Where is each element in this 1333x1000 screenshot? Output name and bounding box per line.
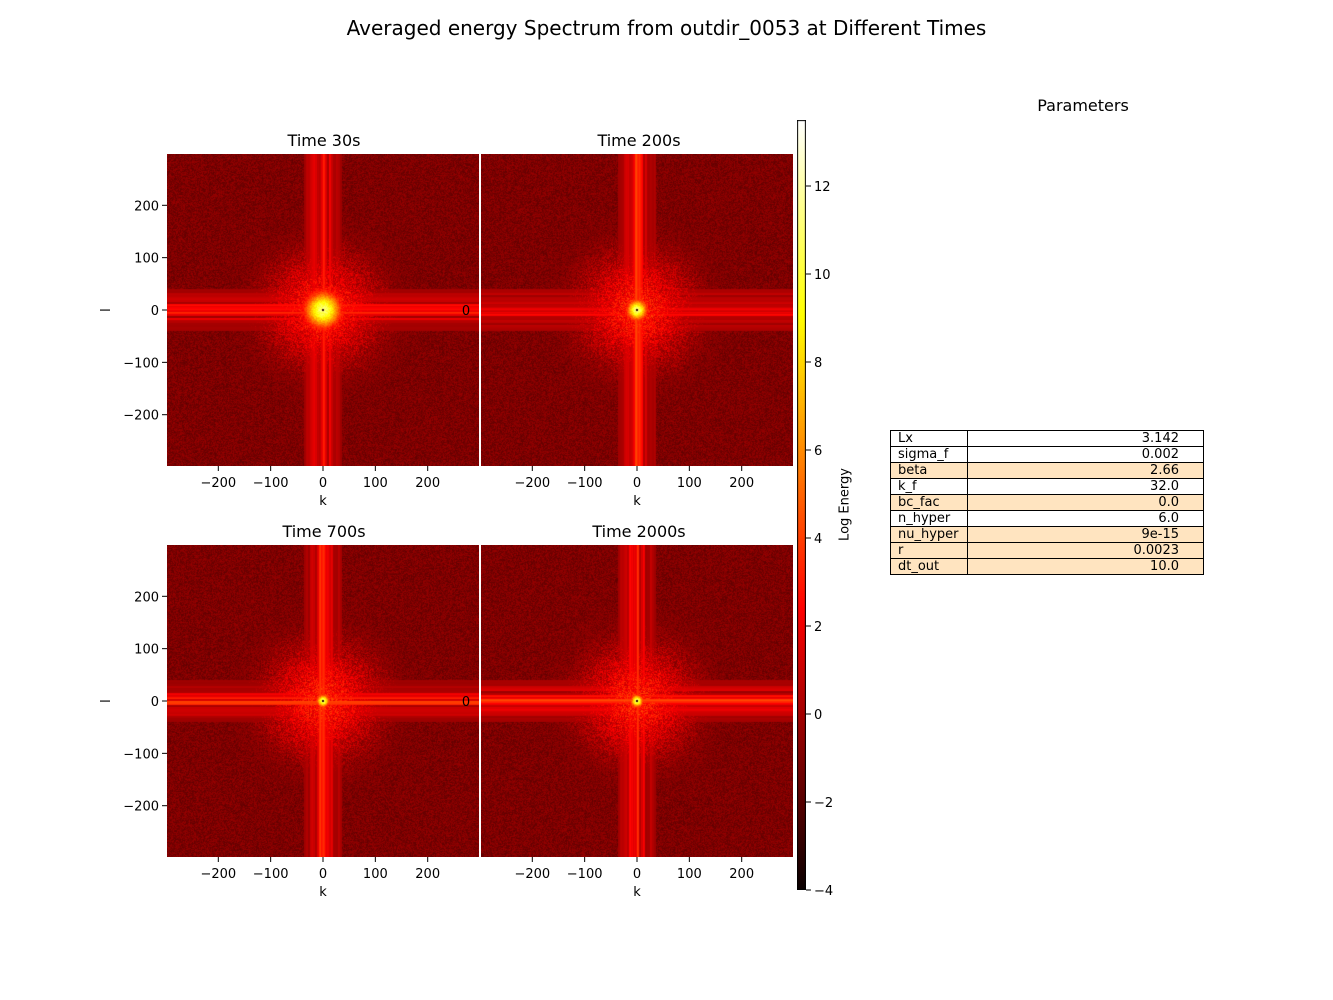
parameter-row: beta 2.66 xyxy=(890,462,1204,479)
x-tick-label: −100 xyxy=(567,476,603,491)
y-tick-label: 200 xyxy=(134,199,159,214)
colorbar-tick-label: 10 xyxy=(814,268,831,283)
panel-title-1: Time 30s xyxy=(287,131,361,150)
x-tick-label: 200 xyxy=(415,867,440,882)
y-tick-label: −100 xyxy=(123,747,159,762)
parameter-value: 0.002 xyxy=(967,446,1204,463)
parameters-table: Lx 3.142 sigma_f 0.002 beta 2.66 k_f 32.0 bc_fac… xyxy=(890,430,1204,575)
parameter-name: nu_hyper xyxy=(890,526,968,543)
parameter-value: 0.0 xyxy=(967,494,1204,511)
y-axis-label: l xyxy=(99,699,114,703)
x-tick-label: −100 xyxy=(253,476,289,491)
colorbar-tick-label: 2 xyxy=(814,620,822,635)
parameter-name: r xyxy=(890,542,968,559)
colorbar-tick-label: −4 xyxy=(814,884,833,899)
axes-panel-2: −200 −100 0 100 200 k xyxy=(514,466,754,509)
y-tick-label: −100 xyxy=(123,356,159,371)
axes-panel-1: −200 −100 0 100 200 k 200 100 0 −100 −200 l 0 xyxy=(99,199,470,509)
x-tick-label: 100 xyxy=(677,476,702,491)
x-tick-label: 200 xyxy=(415,476,440,491)
axes-panel-3: −200 −100 0 100 200 k 200 100 0 −100 −200 l 0 xyxy=(99,590,470,900)
parameter-name: n_hyper xyxy=(890,510,968,527)
colorbar-tick-label: −2 xyxy=(814,796,833,811)
x-axis-label: k xyxy=(319,494,327,509)
parameter-name: bc_fac xyxy=(890,494,968,511)
heatmap-time-2000s xyxy=(481,545,793,857)
heatmap-time-700s xyxy=(167,545,479,857)
heatmap-time-30s xyxy=(167,154,479,466)
colorbar-tick-label: 8 xyxy=(814,356,822,371)
colorbar-label: Log Energy xyxy=(837,468,853,541)
parameter-name: beta xyxy=(890,462,968,479)
parameter-row: Lx 3.142 xyxy=(890,430,1204,447)
parameter-name: Lx xyxy=(890,430,968,447)
x-tick-label: 100 xyxy=(363,476,388,491)
parameter-name: k_f xyxy=(890,478,968,495)
x-axis-label: k xyxy=(633,885,641,900)
overlapping-tick-label: 0 xyxy=(462,304,470,319)
parameters-title: Parameters xyxy=(1037,96,1129,115)
x-tick-label: −100 xyxy=(253,867,289,882)
parameter-value: 3.142 xyxy=(967,430,1204,447)
parameter-value: 9e-15 xyxy=(967,526,1204,543)
colorbar-tick-label: 12 xyxy=(814,180,831,195)
y-tick-label: 100 xyxy=(134,252,159,267)
panel-title-2: Time 200s xyxy=(597,131,681,150)
x-tick-label: 100 xyxy=(677,867,702,882)
parameter-name: dt_out xyxy=(890,558,968,575)
colorbar-tick-label: 6 xyxy=(814,444,822,459)
x-tick-label: −200 xyxy=(514,476,550,491)
y-tick-label: 0 xyxy=(151,695,159,710)
heatmap-time-200s xyxy=(481,154,793,466)
colorbar-tick-label: 4 xyxy=(814,532,822,547)
y-tick-label: −200 xyxy=(123,800,159,815)
parameter-row: k_f 32.0 xyxy=(890,478,1204,495)
x-tick-label: 0 xyxy=(319,476,327,491)
colorbar xyxy=(797,120,806,890)
x-tick-label: 200 xyxy=(729,476,754,491)
parameter-row: nu_hyper 9e-15 xyxy=(890,526,1204,543)
panel-title-3: Time 700s xyxy=(282,522,366,541)
colorbar-axis: 12 10 8 6 4 2 0 −2 −4 xyxy=(806,180,833,899)
parameter-row: sigma_f 0.002 xyxy=(890,446,1204,463)
x-tick-label: 200 xyxy=(729,867,754,882)
y-axis-label: l xyxy=(99,308,114,312)
parameter-row: bc_fac 0.0 xyxy=(890,494,1204,511)
axes-panel-4: −200 −100 0 100 200 k xyxy=(514,857,754,900)
x-tick-label: 0 xyxy=(633,476,641,491)
parameter-value: 6.0 xyxy=(967,510,1204,527)
parameter-name: sigma_f xyxy=(890,446,968,463)
x-axis-label: k xyxy=(633,494,641,509)
x-tick-label: −200 xyxy=(514,867,550,882)
x-axis-label: k xyxy=(319,885,327,900)
x-tick-label: 0 xyxy=(319,867,327,882)
y-tick-label: 0 xyxy=(151,304,159,319)
parameter-value: 2.66 xyxy=(967,462,1204,479)
y-tick-label: −200 xyxy=(123,409,159,424)
parameter-row: r 0.0023 xyxy=(890,542,1204,559)
x-tick-label: 0 xyxy=(633,867,641,882)
y-tick-label: 100 xyxy=(134,643,159,658)
x-tick-label: −200 xyxy=(200,867,236,882)
panel-title-4: Time 2000s xyxy=(592,522,686,541)
parameter-row: dt_out 10.0 xyxy=(890,558,1204,575)
x-tick-label: 100 xyxy=(363,867,388,882)
y-tick-label: 200 xyxy=(134,590,159,605)
parameter-value: 0.0023 xyxy=(967,542,1204,559)
colorbar-tick-label: 0 xyxy=(814,708,822,723)
figure-title: Averaged energy Spectrum from outdir_005… xyxy=(346,16,987,40)
x-tick-label: −200 xyxy=(200,476,236,491)
parameter-value: 32.0 xyxy=(967,478,1204,495)
parameter-value: 10.0 xyxy=(967,558,1204,575)
x-tick-label: −100 xyxy=(567,867,603,882)
parameter-row: n_hyper 6.0 xyxy=(890,510,1204,527)
overlapping-tick-label: 0 xyxy=(462,695,470,710)
